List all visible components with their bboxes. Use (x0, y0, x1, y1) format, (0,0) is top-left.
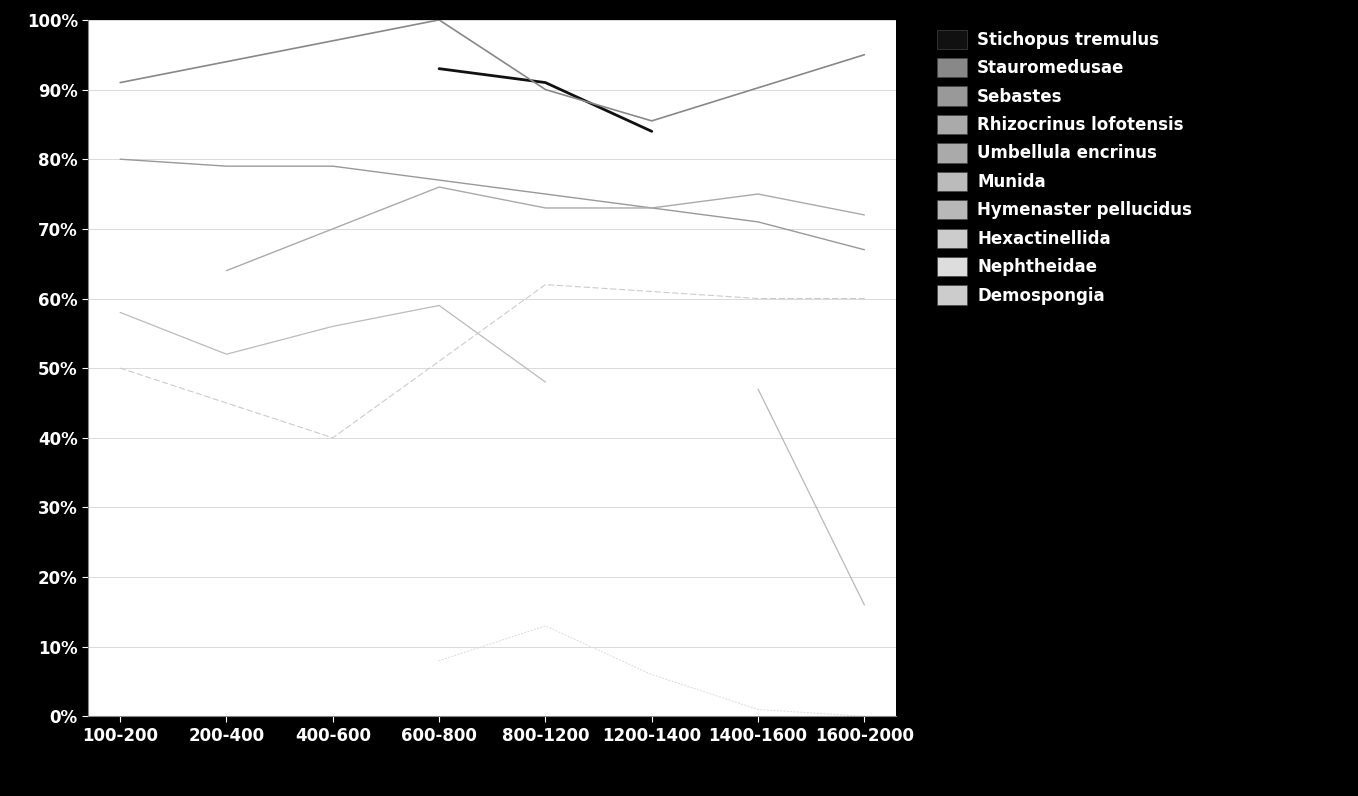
Legend: Stichopus tremulus, Stauromedusae, Sebastes, Rhizocrinus lofotensis, Umbellula e: Stichopus tremulus, Stauromedusae, Sebas… (929, 21, 1200, 313)
